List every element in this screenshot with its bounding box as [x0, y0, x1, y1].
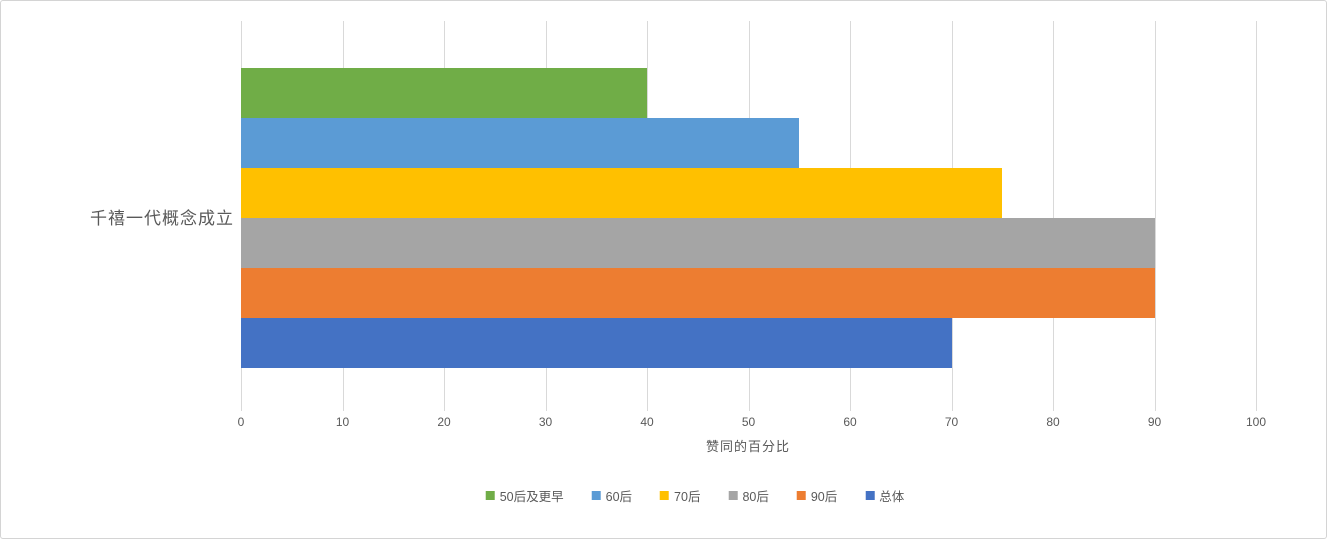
- x-tick-label: 60: [843, 415, 857, 429]
- legend-item-4: 90后: [796, 486, 838, 505]
- category-axis-label: 千禧一代概念成立: [90, 209, 234, 228]
- gridline: [1256, 21, 1257, 411]
- plot-area: [241, 21, 1257, 411]
- legend-swatch-icon: [796, 491, 806, 500]
- x-tick-label: 90: [1147, 415, 1162, 429]
- legend-swatch-icon: [591, 491, 601, 500]
- legend-item-1: 60后: [591, 486, 633, 505]
- x-tick-label: 100: [1245, 415, 1267, 429]
- x-tick-label: 80: [1046, 415, 1060, 429]
- legend-label: 80后: [742, 490, 769, 504]
- x-tick-label: 0: [237, 415, 245, 429]
- bar-series-1: [241, 118, 800, 168]
- gridline: [1053, 21, 1054, 411]
- legend-item-5: 总体: [865, 486, 904, 505]
- legend-label: 50后及更早: [499, 490, 564, 504]
- bar-series-0: [241, 68, 647, 118]
- gridline: [1154, 21, 1156, 411]
- x-tick-label: 20: [437, 415, 451, 429]
- x-tick-label: 40: [640, 415, 654, 429]
- x-axis-title: 赞同的百分比: [705, 439, 791, 454]
- x-tick-label: 50: [741, 415, 756, 429]
- bar-series-5: [241, 318, 952, 368]
- legend-item-0: 50后及更早: [485, 486, 564, 505]
- bar-series-4: [241, 268, 1155, 318]
- x-tick-label: 30: [538, 415, 553, 429]
- bar-series-3: [241, 218, 1155, 268]
- legend-item-2: 70后: [660, 486, 700, 505]
- legend-label: 90后: [810, 490, 838, 504]
- legend-swatch-icon: [485, 491, 495, 500]
- x-tick-label: 70: [944, 415, 959, 429]
- legend-swatch-icon: [660, 491, 670, 500]
- legend-swatch-icon: [728, 491, 738, 500]
- x-tick-label: 10: [335, 415, 350, 429]
- legend-swatch-icon: [865, 491, 875, 500]
- legend: 50后及更早 60后 70后 80后 90后 总体: [485, 486, 904, 505]
- legend-label: 70后: [674, 490, 701, 504]
- bar-series-2: [241, 168, 1003, 218]
- legend-label: 60后: [605, 490, 633, 504]
- legend-item-3: 80后: [728, 486, 769, 505]
- legend-label: 总体: [879, 490, 905, 504]
